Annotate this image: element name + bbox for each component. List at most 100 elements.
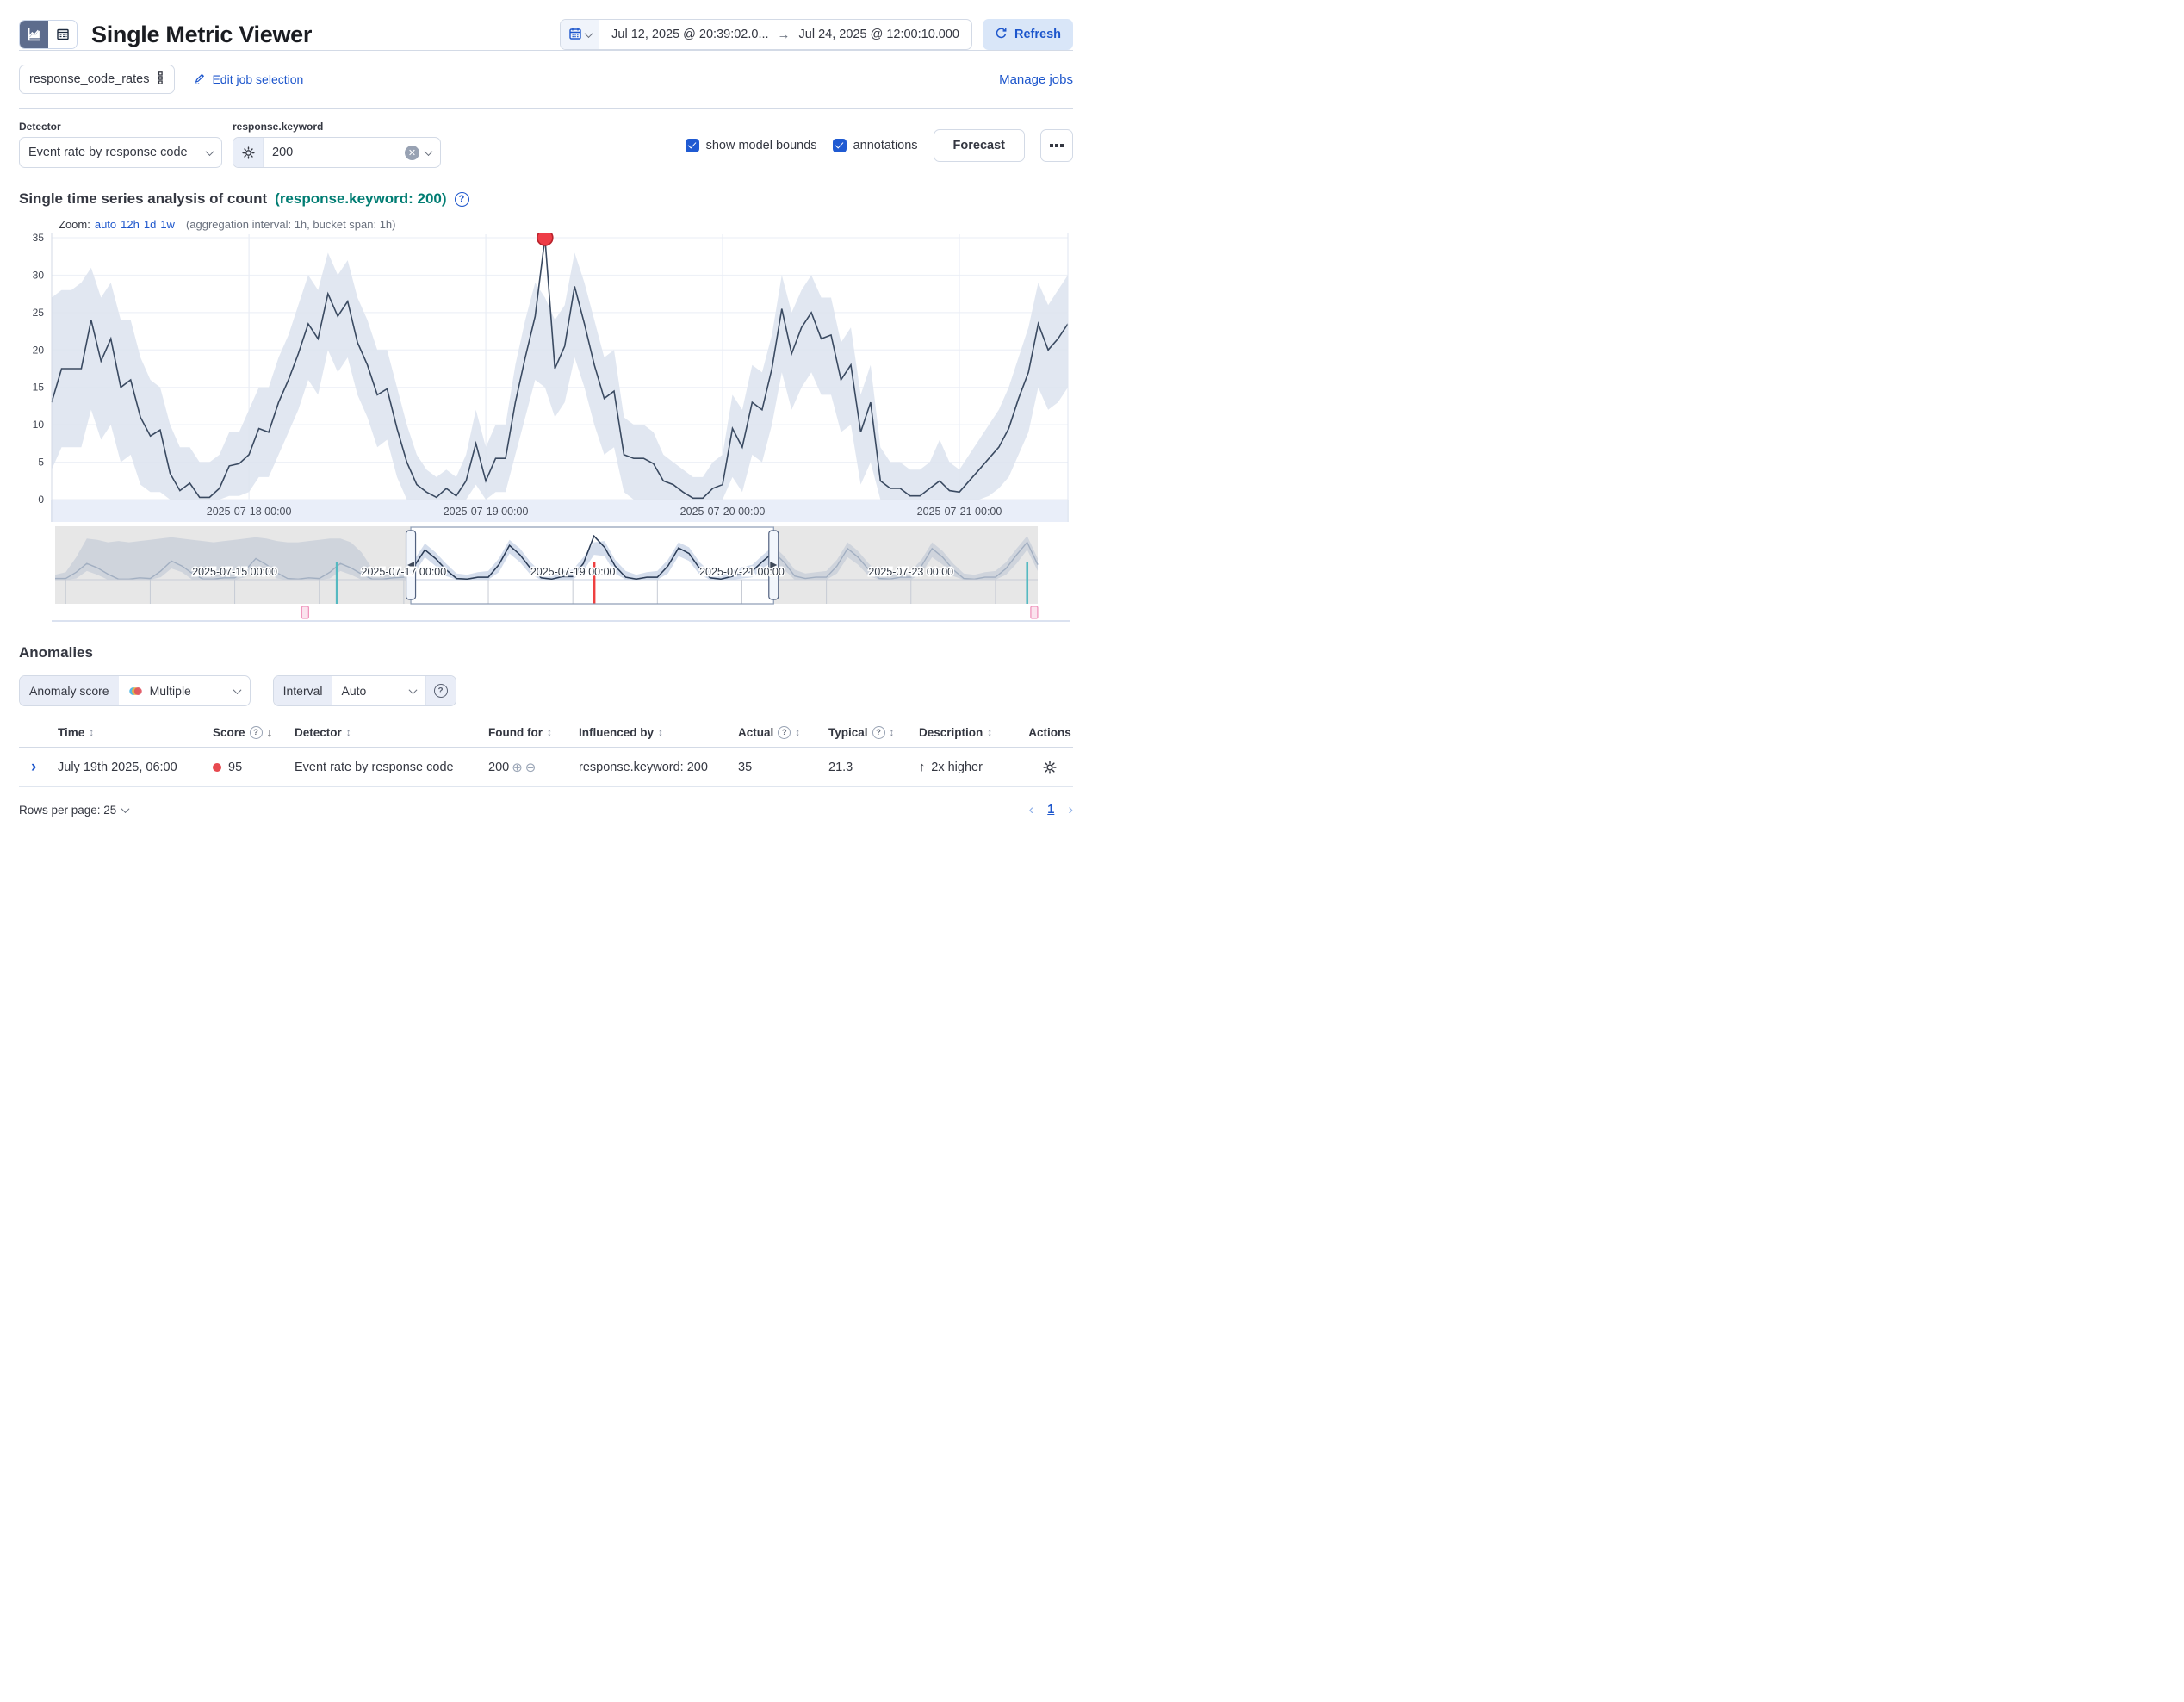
range-arrow-icon: → — [777, 27, 791, 42]
zoom-1d-link[interactable]: 1d — [143, 218, 157, 231]
page-1-button[interactable]: 1 — [1047, 803, 1055, 817]
annotations-checkbox[interactable]: annotations — [832, 139, 918, 152]
series-controls-row: Detector Event rate by response code res… — [19, 109, 1073, 168]
col-influenced-by[interactable]: Influenced by ↕ — [579, 725, 664, 739]
show-model-bounds-label: show model bounds — [705, 139, 817, 152]
filter-in-icon[interactable]: ⊕ — [512, 760, 523, 775]
pagination: ‹ 1 › — [1029, 801, 1073, 818]
zoom-controls: Zoom: auto 12h 1d 1w (aggregation interv… — [59, 218, 1073, 231]
aggregation-note: (aggregation interval: 1h, bucket span: … — [185, 218, 396, 231]
rows-per-page-button[interactable]: Rows per page: 25 — [19, 804, 130, 817]
zoom-auto-link[interactable]: auto — [94, 218, 117, 231]
view-toggle-group — [19, 20, 78, 49]
detector-field: Detector Event rate by response code — [19, 121, 222, 168]
table-view-toggle[interactable] — [48, 21, 77, 48]
edit-job-selection-link[interactable]: Edit job selection — [194, 72, 303, 87]
help-icon[interactable]: ? — [454, 191, 469, 207]
entity-value: 200 — [272, 146, 294, 159]
anomaly-description: ↑ 2x higher — [919, 760, 983, 774]
refresh-icon — [995, 27, 1008, 43]
entity-value-select[interactable]: 200 ✕ — [233, 137, 441, 168]
sort-icon: ↕ — [795, 726, 801, 738]
sort-desc-icon: ↓ — [266, 725, 273, 739]
quick-select-menu[interactable] — [561, 20, 600, 49]
col-description[interactable]: Description ↕ — [919, 725, 993, 739]
question-icon: ? — [433, 684, 448, 698]
context-chart-svg[interactable]: 2025-07-15 00:00 2025-07-17 00:00 2025-07-… — [19, 526, 1071, 626]
anomaly-marker — [537, 229, 554, 246]
sort-icon: ↕ — [345, 726, 351, 738]
annotation-badge — [1030, 606, 1039, 619]
svg-text:2025-07-19 00:00: 2025-07-19 00:00 — [530, 566, 616, 578]
manage-jobs-link[interactable]: Manage jobs — [999, 71, 1073, 87]
boxes-vertical-icon — [157, 71, 164, 88]
refresh-button[interactable]: Refresh — [983, 19, 1073, 50]
svg-text:35: 35 — [33, 233, 45, 244]
data-table-icon — [56, 28, 70, 44]
anomaly-score-filter-label: Anomaly score — [20, 676, 119, 705]
job-name: response_code_rates — [29, 72, 150, 86]
header-divider — [19, 50, 1073, 51]
show-model-bounds-checkbox[interactable]: show model bounds — [685, 139, 817, 152]
detector-value: Event rate by response code — [28, 146, 188, 159]
detector-select[interactable]: Event rate by response code — [19, 137, 222, 168]
start-date[interactable]: Jul 12, 2025 @ 20:39:02.0... — [611, 28, 769, 41]
anomaly-row: › July 19th 2025, 06:00 95 Event rate by… — [19, 748, 1073, 787]
zoom-1w-link[interactable]: 1w — [160, 218, 175, 231]
anomaly-score-filter[interactable]: Anomaly score Multiple — [19, 675, 251, 706]
main-chart-svg[interactable]: 0 5 10 15 20 25 30 35 2025-07-18 00:00 2025-07-19… — [19, 229, 1071, 524]
chevron-down-icon — [205, 146, 214, 156]
severity-critical-icon — [213, 762, 221, 772]
interval-help[interactable]: ? — [425, 676, 456, 705]
svg-text:2025-07-15 00:00: 2025-07-15 00:00 — [192, 566, 277, 578]
entity-config-button[interactable] — [233, 138, 264, 167]
anomaly-score: 95 — [213, 761, 295, 774]
clear-selection-icon[interactable]: ✕ — [405, 145, 419, 160]
col-actual[interactable]: Actual? ↕ — [738, 725, 801, 739]
sort-icon: ↕ — [89, 726, 95, 738]
col-found-for[interactable]: Found for ↕ — [488, 725, 552, 739]
chart-title-row: Single time series analysis of count (re… — [19, 190, 1073, 208]
calendar-icon — [568, 27, 582, 43]
job-selection-row: response_code_rates Edit job selection M… — [19, 51, 1073, 108]
next-page-button[interactable]: › — [1068, 801, 1073, 817]
checked-checkbox-icon — [685, 139, 699, 152]
anomaly-influenced-by: response.keyword: 200 — [579, 760, 708, 774]
col-detector[interactable]: Detector ↕ — [295, 725, 351, 739]
forecast-button[interactable]: Forecast — [933, 129, 1025, 162]
table-footer: Rows per page: 25 ‹ 1 › — [19, 801, 1073, 839]
svg-text:30: 30 — [33, 269, 45, 281]
anomalies-table-header: Time ↕ Score? ↓ Detector ↕ Found for ↕ Influ… — [19, 718, 1073, 748]
col-time[interactable]: Time ↕ — [58, 725, 95, 739]
prev-page-button[interactable]: ‹ — [1028, 801, 1034, 817]
page-title: Single Metric Viewer — [91, 21, 313, 47]
interval-filter-value: Auto — [341, 684, 367, 698]
annotations-label: annotations — [853, 139, 918, 152]
jobs-divider — [19, 108, 1073, 109]
question-icon: ? — [872, 725, 885, 739]
filter-out-icon[interactable]: ⊖ — [524, 760, 537, 775]
chevron-down-icon — [424, 146, 433, 156]
anomalies-heading: Anomalies — [19, 644, 93, 661]
entity-label: response.keyword — [233, 121, 324, 133]
selected-job-badge[interactable]: response_code_rates — [19, 65, 176, 94]
anomaly-actions-button[interactable] — [1027, 760, 1073, 774]
end-date[interactable]: Jul 24, 2025 @ 12:00:10.000 — [798, 28, 959, 41]
zoom-12h-link[interactable]: 12h — [121, 218, 140, 231]
svg-text:20: 20 — [33, 344, 45, 356]
interval-filter[interactable]: Interval Auto ? — [272, 675, 456, 706]
more-actions-button[interactable] — [1040, 129, 1073, 162]
chart-view-toggle[interactable] — [20, 21, 48, 48]
chevron-down-icon — [121, 804, 130, 813]
detector-label: Detector — [19, 121, 61, 133]
expand-row-button[interactable]: › — [31, 758, 37, 776]
svg-text:2025-07-19 00:00: 2025-07-19 00:00 — [444, 506, 529, 518]
time-range-picker: Jul 12, 2025 @ 20:39:02.0... → Jul 24, 2… — [560, 19, 972, 50]
single-metric-viewer-page: Single Metric Viewer Jul 12, 2025 @ 20:3… — [0, 0, 1092, 851]
col-score[interactable]: Score? ↓ — [213, 725, 273, 739]
col-typical[interactable]: Typical? ↕ — [828, 725, 895, 739]
line-chart-icon — [27, 27, 41, 44]
date-range: Jul 12, 2025 @ 20:39:02.0... → Jul 24, 2… — [599, 28, 971, 42]
svg-text:2025-07-17 00:00: 2025-07-17 00:00 — [362, 566, 447, 578]
anomaly-found-for: 200 ⊕ ⊖ — [488, 760, 537, 775]
